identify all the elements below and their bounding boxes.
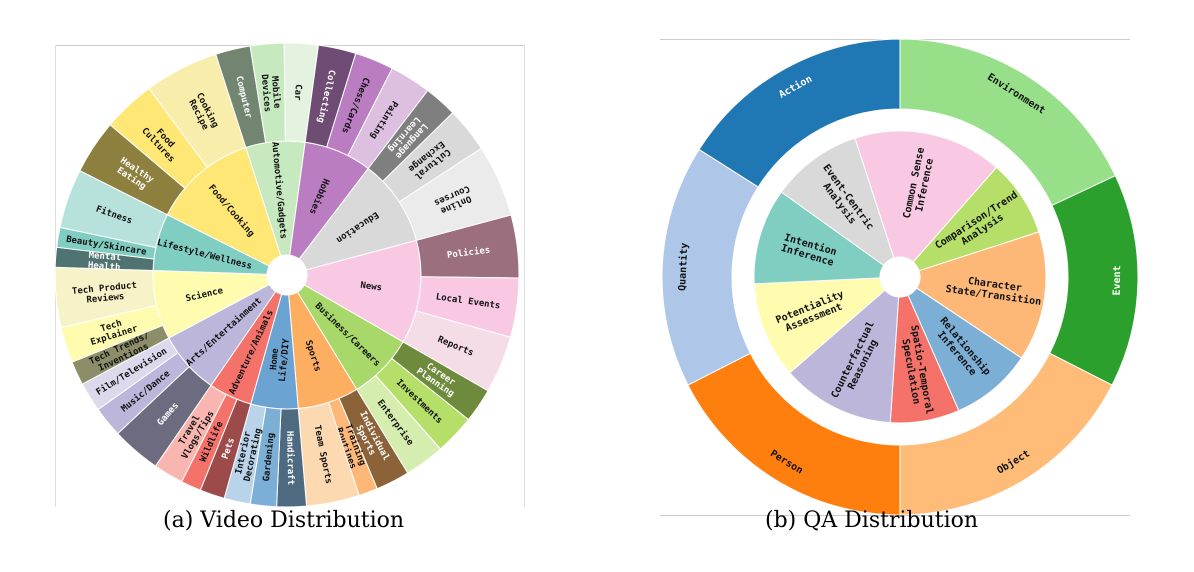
wedge-online-courses bbox=[398, 147, 512, 241]
video-distribution-panel: Policies Local Events Reports News CareerPla… bbox=[0, 0, 590, 572]
frame-bottom-line bbox=[660, 515, 1130, 516]
label-car: Car bbox=[292, 84, 303, 101]
label-cooking-recipe: CookingRecipe bbox=[185, 91, 221, 134]
caption-qa-distribution: (b) QA Distribution bbox=[765, 508, 979, 533]
label-mental-health: MentalHealth bbox=[88, 250, 122, 272]
label-event: Event bbox=[1112, 265, 1123, 295]
label-quantity: Quantity bbox=[676, 242, 690, 291]
center-hole bbox=[880, 257, 920, 297]
label-tech-product-reviews: Tech ProductReviews bbox=[72, 280, 139, 306]
center-hole bbox=[267, 255, 307, 295]
label-handicraft: Handicraft bbox=[285, 431, 297, 485]
qa-distribution-chart: EnvironmentEventObjectPersonQuantityActi… bbox=[661, 38, 1139, 515]
label-mobile-devices: MobileDevices bbox=[259, 73, 283, 113]
label-news: News bbox=[360, 280, 383, 293]
qa-distribution-panel: Environment Event Object Person Quantity Acti… bbox=[590, 0, 1194, 572]
caption-video-distribution: (a) Video Distribution bbox=[163, 508, 405, 533]
wedge-action bbox=[698, 38, 901, 188]
label-home-life-diy: HomeLife/DIY bbox=[267, 337, 291, 383]
frame-right-line bbox=[524, 45, 525, 507]
label-policies: Policies bbox=[446, 244, 490, 260]
label-gardening: Gardening bbox=[260, 432, 276, 482]
